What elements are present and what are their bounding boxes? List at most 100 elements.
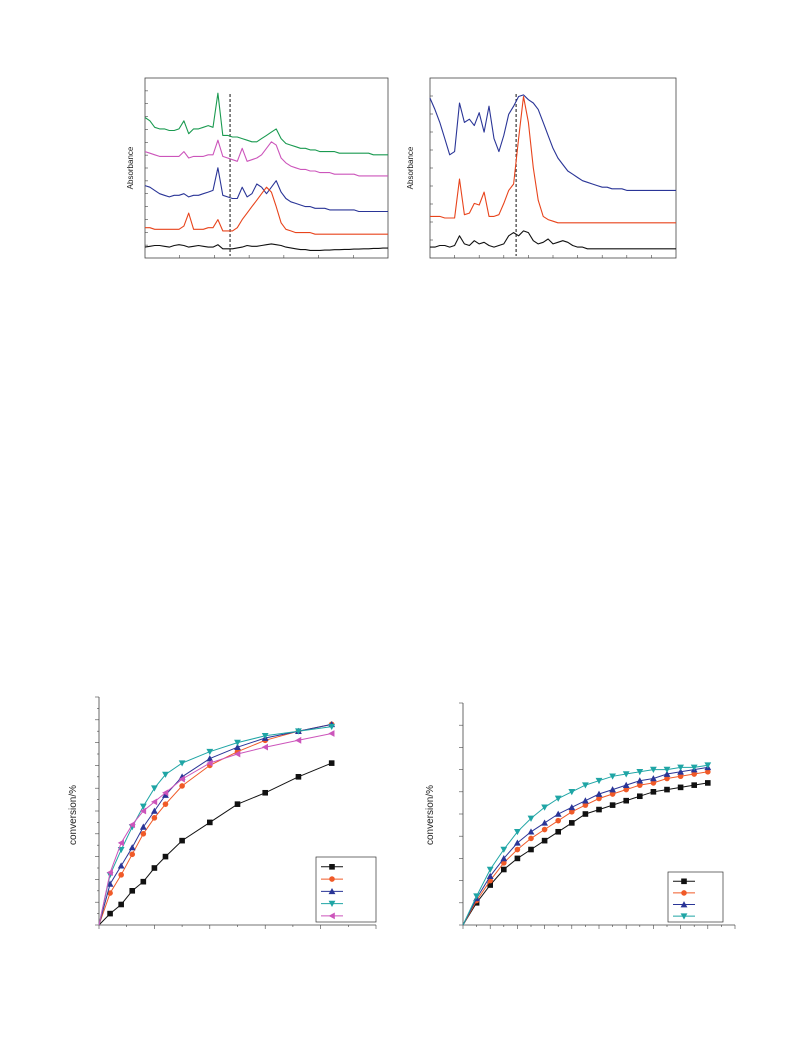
data-point: [691, 782, 697, 788]
data-point: [107, 890, 113, 896]
spectrum-line-2: [430, 95, 676, 224]
data-point: [609, 791, 616, 797]
data-point: [527, 828, 535, 835]
data-point: [622, 781, 630, 788]
data-point: [139, 823, 147, 830]
data-point: [541, 819, 548, 826]
data-point: [140, 878, 147, 885]
data-point: [207, 819, 213, 826]
data-point: [555, 828, 561, 835]
plot-frame: [429, 77, 677, 259]
data-point: [582, 811, 589, 817]
data-point: [609, 802, 616, 808]
data-point: [554, 795, 562, 802]
data-point: [555, 817, 561, 824]
data-point: [487, 882, 493, 888]
data-point: [295, 728, 302, 735]
legend-marker: [681, 890, 687, 896]
data-point: [106, 869, 113, 876]
data-point: [234, 801, 241, 807]
legend-box: [667, 871, 724, 923]
data-point: [140, 831, 147, 837]
data-point: [234, 739, 241, 746]
data-point: [636, 769, 644, 776]
data-point: [151, 815, 158, 821]
data-point: [501, 866, 507, 873]
data-point: [179, 837, 185, 844]
data-point: [677, 768, 684, 775]
spectrum-line-4: [145, 186, 388, 235]
y-axis-label: conversion/%: [68, 785, 79, 845]
data-point: [261, 743, 268, 751]
legend-marker: [681, 878, 687, 885]
data-point: [234, 750, 241, 758]
data-point: [528, 835, 534, 842]
data-point: [609, 773, 616, 780]
data-point: [178, 775, 185, 783]
data-point: [128, 844, 136, 851]
legend-marker: [329, 876, 335, 882]
data-point: [234, 743, 241, 750]
legend-marker: [328, 900, 336, 908]
data-point: [582, 802, 589, 808]
spectrum-line-1: [429, 94, 676, 191]
data-point: [623, 797, 629, 804]
data-point: [206, 755, 214, 762]
spectra-panel-right: Absorbance: [406, 77, 677, 259]
data-point: [664, 786, 670, 793]
conversion-panel-left: conversion/%: [68, 696, 377, 929]
data-point: [650, 780, 657, 786]
data-point: [118, 872, 124, 878]
legend-marker: [329, 864, 335, 870]
data-point: [128, 821, 136, 829]
data-point: [677, 764, 684, 771]
data-point: [622, 771, 630, 778]
data-point: [637, 782, 643, 788]
data-point: [107, 910, 113, 917]
data-point: [704, 762, 712, 769]
legend-marker: [328, 887, 336, 895]
data-point: [595, 777, 603, 785]
data-point: [569, 820, 575, 826]
spectra-panel-left: Absorbance: [126, 77, 389, 259]
plot-frame: [144, 77, 389, 259]
legend-box: [315, 856, 377, 923]
data-point: [261, 732, 269, 740]
data-point: [118, 901, 124, 908]
data-point: [677, 773, 684, 780]
spectrum-line-5: [144, 243, 388, 251]
data-point: [691, 771, 697, 777]
data-point: [541, 837, 548, 844]
data-point: [568, 789, 576, 796]
data-point: [623, 786, 629, 793]
data-point: [328, 730, 335, 737]
data-point: [129, 888, 136, 894]
data-point: [162, 853, 169, 860]
data-point: [514, 839, 521, 846]
legend-marker: [328, 912, 335, 920]
conversion-panel-right: conversion/%: [425, 702, 736, 929]
data-point: [295, 736, 302, 744]
data-point: [705, 769, 711, 775]
data-point: [690, 764, 698, 771]
data-point: [106, 880, 114, 887]
data-point: [705, 780, 711, 786]
data-point: [117, 862, 125, 869]
data-point: [151, 865, 158, 871]
data-point: [500, 855, 508, 862]
data-point: [663, 770, 671, 777]
data-point: [162, 801, 169, 807]
data-point: [262, 789, 268, 796]
data-point: [473, 893, 480, 900]
data-point: [514, 855, 521, 862]
data-point: [501, 860, 507, 866]
spectrum-line-3: [144, 167, 388, 213]
y-axis-label: conversion/%: [425, 785, 436, 845]
legend-marker: [680, 901, 688, 908]
data-point: [178, 760, 186, 767]
data-point: [650, 766, 657, 773]
data-point: [663, 766, 671, 773]
data-point: [151, 785, 158, 792]
legend-marker: [680, 913, 688, 920]
